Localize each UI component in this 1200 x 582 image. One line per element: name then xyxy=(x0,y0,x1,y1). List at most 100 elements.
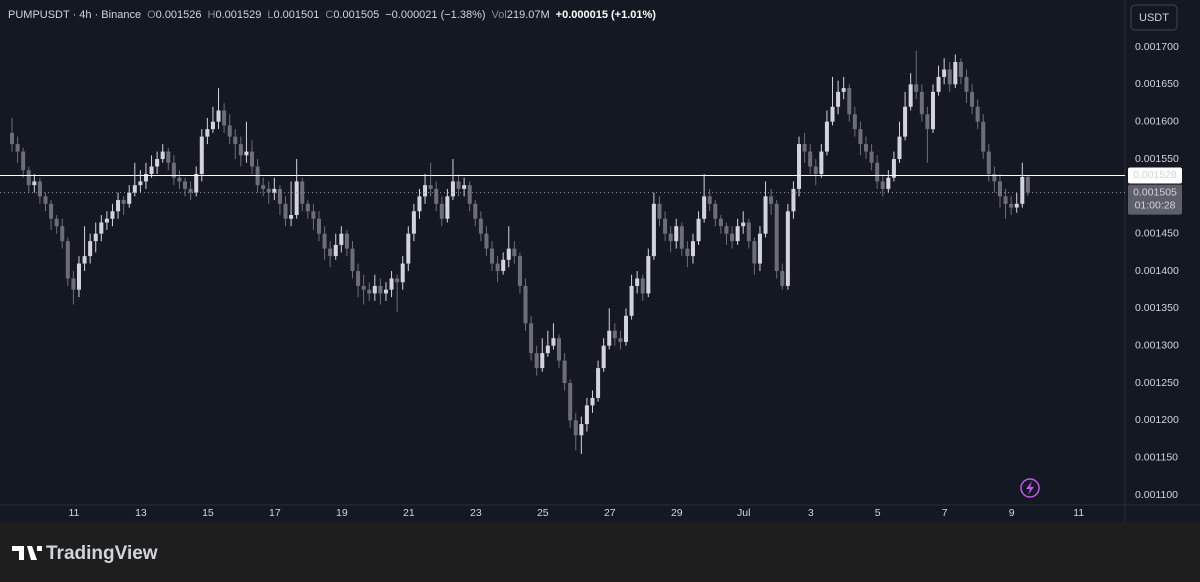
candle-body xyxy=(171,162,176,178)
candle-body xyxy=(657,203,662,219)
price-label-box xyxy=(1128,167,1182,184)
candle-body xyxy=(763,196,768,234)
candle-body xyxy=(93,233,98,242)
candle-body xyxy=(808,151,813,167)
volume: 219.07M xyxy=(507,9,550,21)
candle-body xyxy=(227,125,232,137)
candle-body xyxy=(132,185,137,193)
candle-body xyxy=(702,196,707,219)
x-tick-label: 13 xyxy=(135,507,147,519)
currency-label[interactable]: USDT xyxy=(1139,12,1169,24)
candle-body xyxy=(1014,203,1019,208)
price-label-box xyxy=(1128,184,1182,215)
candle-body xyxy=(685,248,690,257)
candle-body xyxy=(668,233,673,242)
candle-body xyxy=(261,185,266,189)
candle-body xyxy=(992,173,997,182)
ohlc-value: 0.001505 xyxy=(333,9,379,21)
candle-body xyxy=(690,241,695,257)
candle-body xyxy=(947,69,952,85)
footer xyxy=(0,522,1200,582)
candle-body xyxy=(813,166,818,174)
plot: 0.001100 0.001150 0.001200 0.001250 0.001300… xyxy=(0,41,1179,519)
candle-body xyxy=(506,248,511,260)
candle-body xyxy=(1025,176,1030,193)
candle-body xyxy=(596,368,601,398)
candle-body xyxy=(110,211,115,219)
x-tick-label: 11 xyxy=(1073,507,1084,519)
candle-body xyxy=(266,188,271,193)
candle-body xyxy=(841,88,846,92)
candle-body xyxy=(679,226,684,249)
y-tick-label: 0.001200 xyxy=(1135,414,1179,426)
change: −0.000021 (−1.38%) xyxy=(385,9,485,21)
candle-body xyxy=(735,226,740,242)
candle-body xyxy=(869,151,874,163)
candle-body xyxy=(322,233,327,249)
symbol: PUMPUSDT · 4h · Binance xyxy=(8,9,141,21)
candle-body xyxy=(875,162,880,182)
candle-body xyxy=(462,185,467,189)
ohlc-label: O xyxy=(147,9,156,21)
candle-body xyxy=(333,244,338,257)
candle-body xyxy=(629,285,634,316)
candle-body xyxy=(746,222,751,242)
candle-body xyxy=(663,218,668,234)
candle-body xyxy=(233,136,238,145)
candle-body xyxy=(194,173,199,193)
candle-body xyxy=(975,106,980,122)
x-tick-label: 11 xyxy=(69,507,80,519)
candle-body xyxy=(774,203,779,272)
candle-body xyxy=(339,233,344,245)
candle-body xyxy=(997,181,1002,197)
x-tick-label: 29 xyxy=(671,507,683,519)
candle-body xyxy=(646,256,651,294)
candle-body xyxy=(752,241,757,264)
bar-change: +0.000015 (+1.01%) xyxy=(556,9,657,21)
candle-body xyxy=(467,185,472,204)
icon-ring[interactable] xyxy=(1020,478,1040,498)
candle-body xyxy=(289,215,294,219)
candle-body xyxy=(484,233,489,249)
brand-name: TradingView xyxy=(46,543,158,564)
volume-label: Vol xyxy=(492,9,507,21)
candle-body xyxy=(863,144,869,152)
y-tick-label: 0.001700 xyxy=(1135,41,1179,53)
currency-button[interactable] xyxy=(1130,4,1178,31)
candle-body xyxy=(495,263,500,272)
candle-body xyxy=(188,188,193,193)
candle-body xyxy=(501,259,506,272)
candle-body xyxy=(584,405,589,425)
candle-body xyxy=(65,241,70,279)
candle-body xyxy=(590,397,595,406)
icon-bolt[interactable] xyxy=(1026,481,1034,495)
candle-body xyxy=(797,144,802,189)
candle-body xyxy=(568,383,573,421)
candle-body xyxy=(166,151,171,163)
replay-icon[interactable] xyxy=(1020,478,1040,498)
candle-body xyxy=(76,263,81,290)
candle-body xyxy=(244,151,249,156)
candle-body xyxy=(540,353,545,369)
price-label: 0.001505 xyxy=(1133,186,1177,198)
candle-body xyxy=(925,114,930,130)
candle-body xyxy=(389,278,394,290)
candle-body xyxy=(891,159,896,178)
candle-body xyxy=(149,166,154,174)
candle-body xyxy=(791,188,796,212)
candle-body xyxy=(607,330,612,346)
y-tick-label: 0.001400 xyxy=(1135,265,1179,277)
candle-body xyxy=(908,84,913,107)
candle-body xyxy=(71,278,76,290)
candle-body xyxy=(383,289,388,294)
ohlc-value: 0.001529 xyxy=(215,9,261,21)
candle-body xyxy=(434,188,439,204)
candle-body xyxy=(411,211,416,234)
x-tick-label: 17 xyxy=(269,507,281,519)
candle-body xyxy=(886,177,891,189)
price-label: 0.001528 xyxy=(1133,169,1177,181)
candle-body xyxy=(640,278,645,294)
candle-body xyxy=(802,144,807,152)
candle-body xyxy=(428,185,433,189)
y-tick-label: 0.001550 xyxy=(1135,153,1179,165)
